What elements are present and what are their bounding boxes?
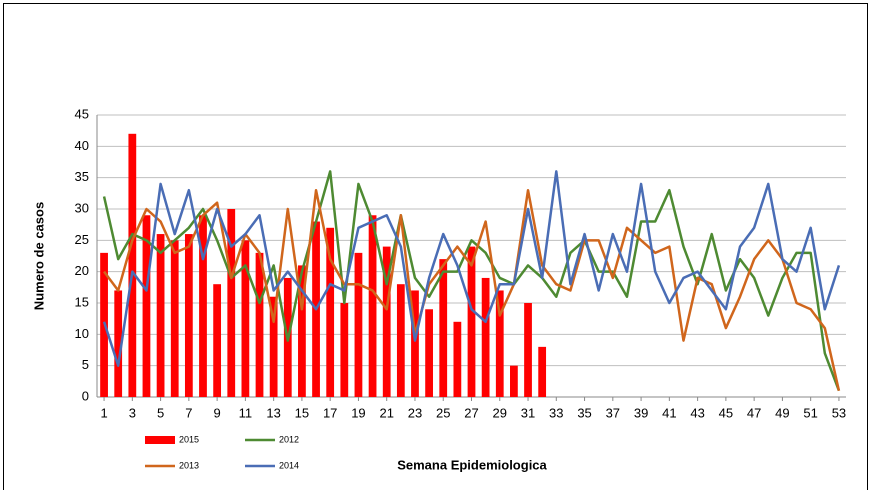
y-tick-label: 20 [75,263,89,278]
bar [269,296,278,397]
bar [255,252,264,397]
x-tick-label: 39 [634,405,648,420]
bar [467,246,476,397]
bar [128,133,137,398]
x-tick-label: 3 [129,405,136,420]
bar [340,303,349,397]
y-tick-label: 40 [75,138,89,153]
x-tick-label: 41 [662,405,676,420]
y-tick-label: 25 [75,232,89,247]
bar [382,246,391,397]
x-tick-label: 43 [690,405,704,420]
legend-swatch [145,436,175,444]
line [102,170,841,392]
bar [170,240,179,397]
x-tick-label: 53 [832,405,846,420]
x-tick-label: 51 [803,405,817,420]
line [103,188,841,392]
bar [425,309,433,397]
bar [241,240,250,397]
legend-label: 2015 [179,434,199,444]
x-tick-label: 1 [100,405,107,420]
y-axis-title: Numero de casos [31,202,46,310]
x-tick-label: 7 [185,405,192,420]
legend-label: 2012 [279,434,299,444]
bar [439,259,448,397]
bar [156,234,165,397]
x-tick-label: 33 [549,405,563,420]
x-tick-label: 29 [493,405,507,420]
bar [411,290,419,397]
line [102,170,841,367]
y-tick-label: 0 [82,388,89,403]
bar [368,215,377,397]
y-tick-label: 10 [75,326,89,341]
x-tick-label: 13 [266,405,280,420]
bar [453,321,462,397]
bar [354,252,363,397]
x-tick-label: 23 [408,405,422,420]
bar [510,365,518,397]
bar [227,209,236,397]
x-tick-label: 49 [775,405,789,420]
bar [114,290,123,397]
x-tick-label: 9 [214,405,221,420]
x-axis-title: Semana Epidemiologica [397,457,547,472]
x-tick-label: 45 [719,405,733,420]
bar [199,215,207,397]
bar [538,346,547,397]
y-tick-label: 35 [75,169,89,184]
x-tick-label: 21 [379,405,393,420]
x-tick-label: 25 [436,405,450,420]
x-tick-label: 11 [239,405,253,420]
y-tick-label: 45 [75,106,89,121]
x-tick-label: 5 [157,405,164,420]
y-tick-label: 5 [82,357,89,372]
bar [524,303,532,397]
bar [184,234,193,397]
x-tick-label: 37 [606,405,620,420]
bar [326,227,335,397]
y-tick-label: 15 [75,294,89,309]
x-tick-label: 19 [351,405,365,420]
legend-label: 2014 [279,460,299,470]
bar [298,265,306,397]
legend-label: 2013 [179,460,199,470]
bar [495,290,504,397]
bar [481,277,490,397]
x-tick-label: 47 [747,405,761,420]
bar [213,284,222,397]
x-tick-label: 15 [295,405,309,420]
x-tick-label: 27 [464,405,478,420]
y-tick-label: 30 [75,200,89,215]
x-tick-label: 31 [521,405,535,420]
x-tick-label: 35 [577,405,591,420]
bar [396,284,405,397]
x-tick-label: 17 [323,405,337,420]
bar [142,215,151,397]
